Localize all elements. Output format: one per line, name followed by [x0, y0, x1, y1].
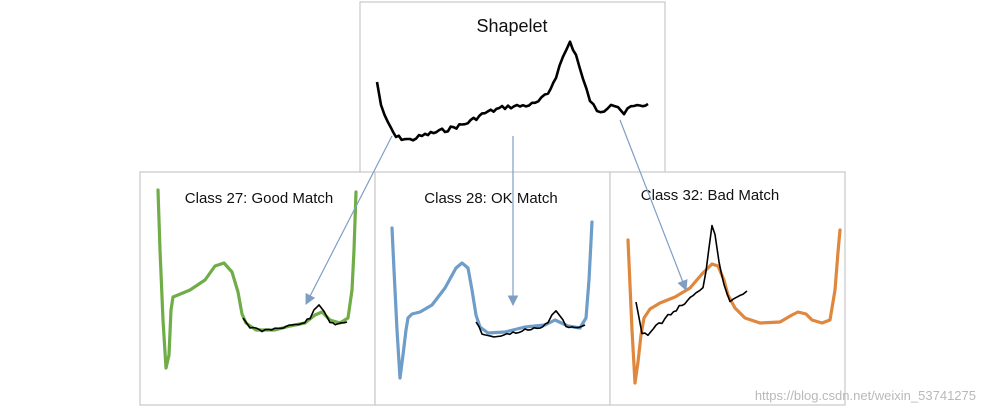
shapelet-curve: [375, 40, 649, 142]
class-27-title: Class 27: Good Match: [185, 190, 333, 207]
class-32-title: Class 32: Bad Match: [641, 187, 779, 204]
class-32-shapelet-overlay: [635, 224, 748, 337]
shapelet-title: Shapelet: [476, 16, 547, 36]
class-28-series: [390, 220, 594, 380]
arrow-to-class-27: [305, 135, 393, 305]
class-28-title: Class 28: OK Match: [424, 190, 557, 207]
arrow-to-class-32: [619, 119, 688, 292]
watermark: https://blog.csdn.net/weixin_53741275: [755, 388, 976, 403]
class-28-shapelet-overlay: [475, 310, 586, 338]
class-27-panel: [139, 171, 376, 406]
class-32-series: [626, 228, 842, 385]
class-27-series: [156, 188, 358, 370]
class-28-panel: [374, 171, 611, 406]
class-27-shapelet-overlay: [242, 304, 348, 333]
